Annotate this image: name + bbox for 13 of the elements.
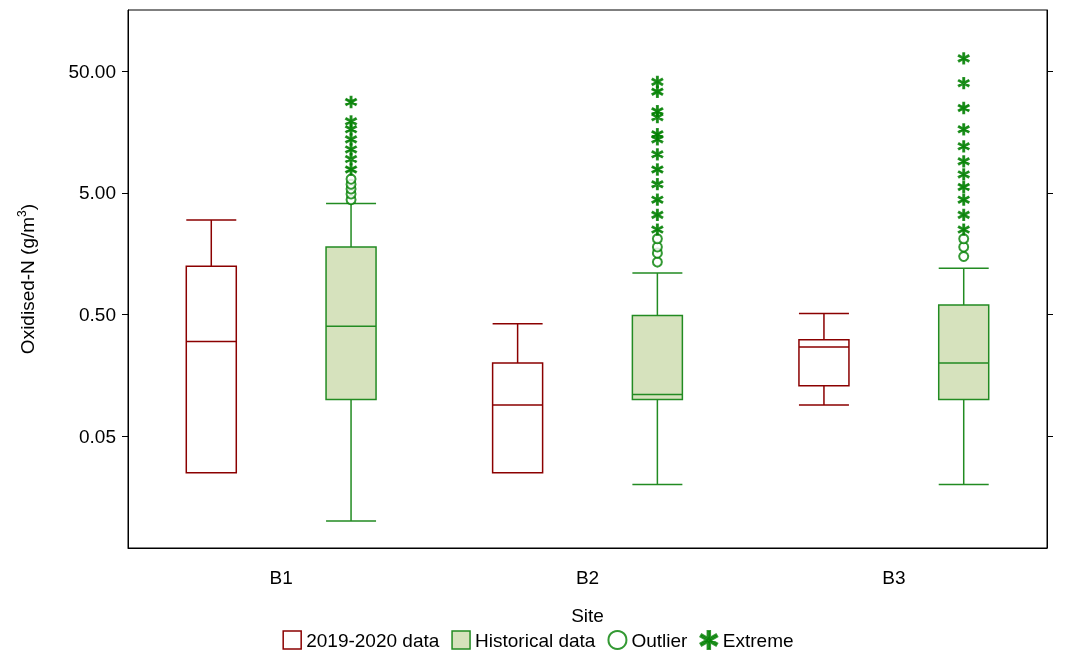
legend-label: 2019-2020 data [306,629,440,651]
y-tick-label: 50.00 [68,60,116,82]
legend-label: Outlier [631,629,689,651]
y-tick-label: 0.50 [79,304,116,326]
x-tick-label: B3 [882,567,906,588]
legend-label: Historical data [475,629,596,651]
x-tick-label: B1 [269,567,293,588]
legend-label: Extreme [722,629,794,651]
x-axis-title: Site [571,605,604,626]
y-axis-title: Oxidised-N (g/m3) [15,203,38,355]
x-tick-label: B2 [575,567,600,588]
y-tick-label: 5.00 [79,182,116,204]
y-tick-label: 0.05 [79,425,116,447]
